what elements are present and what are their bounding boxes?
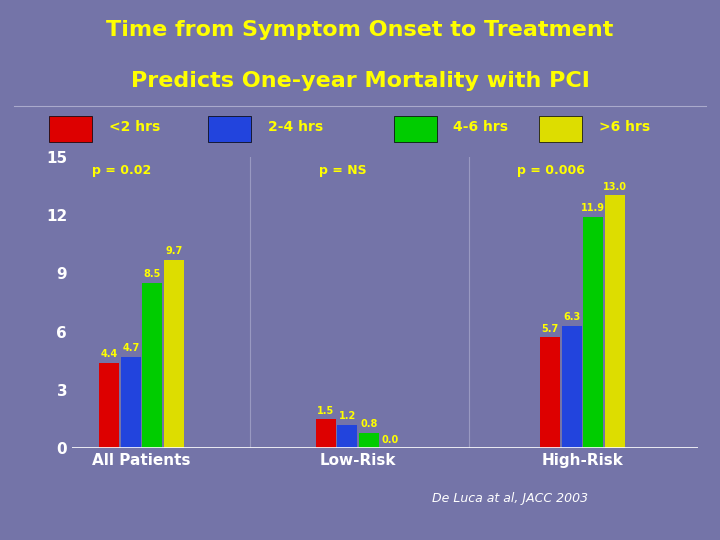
Text: p = 0.006: p = 0.006 <box>518 164 585 177</box>
Text: 0.8: 0.8 <box>360 419 378 429</box>
Bar <box>164 260 184 448</box>
Bar <box>583 217 603 448</box>
Text: 1.2: 1.2 <box>338 411 356 421</box>
FancyBboxPatch shape <box>49 116 92 143</box>
Text: 11.9: 11.9 <box>581 204 606 213</box>
Text: Time from Symptom Onset to Treatment: Time from Symptom Onset to Treatment <box>107 20 613 40</box>
Text: 5.7: 5.7 <box>541 324 559 334</box>
Bar <box>562 326 582 448</box>
Bar <box>315 419 336 448</box>
Text: 0.0: 0.0 <box>382 435 399 445</box>
Text: 8.5: 8.5 <box>144 269 161 280</box>
FancyBboxPatch shape <box>394 116 437 143</box>
Text: 4.4: 4.4 <box>101 349 118 359</box>
Text: <2 hrs: <2 hrs <box>109 120 160 134</box>
Text: p = NS: p = NS <box>320 164 367 177</box>
Bar <box>99 363 120 448</box>
Bar <box>359 433 379 448</box>
Bar <box>540 338 560 448</box>
Text: Predicts One-year Mortality with PCI: Predicts One-year Mortality with PCI <box>130 71 590 91</box>
Text: 13.0: 13.0 <box>603 182 627 192</box>
Text: 1.5: 1.5 <box>317 406 334 416</box>
Text: >6 hrs: >6 hrs <box>599 120 650 134</box>
Bar <box>337 425 357 448</box>
Bar <box>121 357 141 448</box>
Text: 2-4 hrs: 2-4 hrs <box>268 120 323 134</box>
FancyBboxPatch shape <box>539 116 582 143</box>
FancyBboxPatch shape <box>208 116 251 143</box>
Bar <box>143 283 163 448</box>
Text: De Luca at al, JACC 2003: De Luca at al, JACC 2003 <box>432 492 588 505</box>
Bar <box>605 195 625 448</box>
Text: p = 0.02: p = 0.02 <box>92 164 151 177</box>
Text: 4-6 hrs: 4-6 hrs <box>454 120 508 134</box>
Text: 9.7: 9.7 <box>166 246 183 256</box>
Text: 4.7: 4.7 <box>122 343 140 353</box>
Text: 6.3: 6.3 <box>563 312 580 322</box>
